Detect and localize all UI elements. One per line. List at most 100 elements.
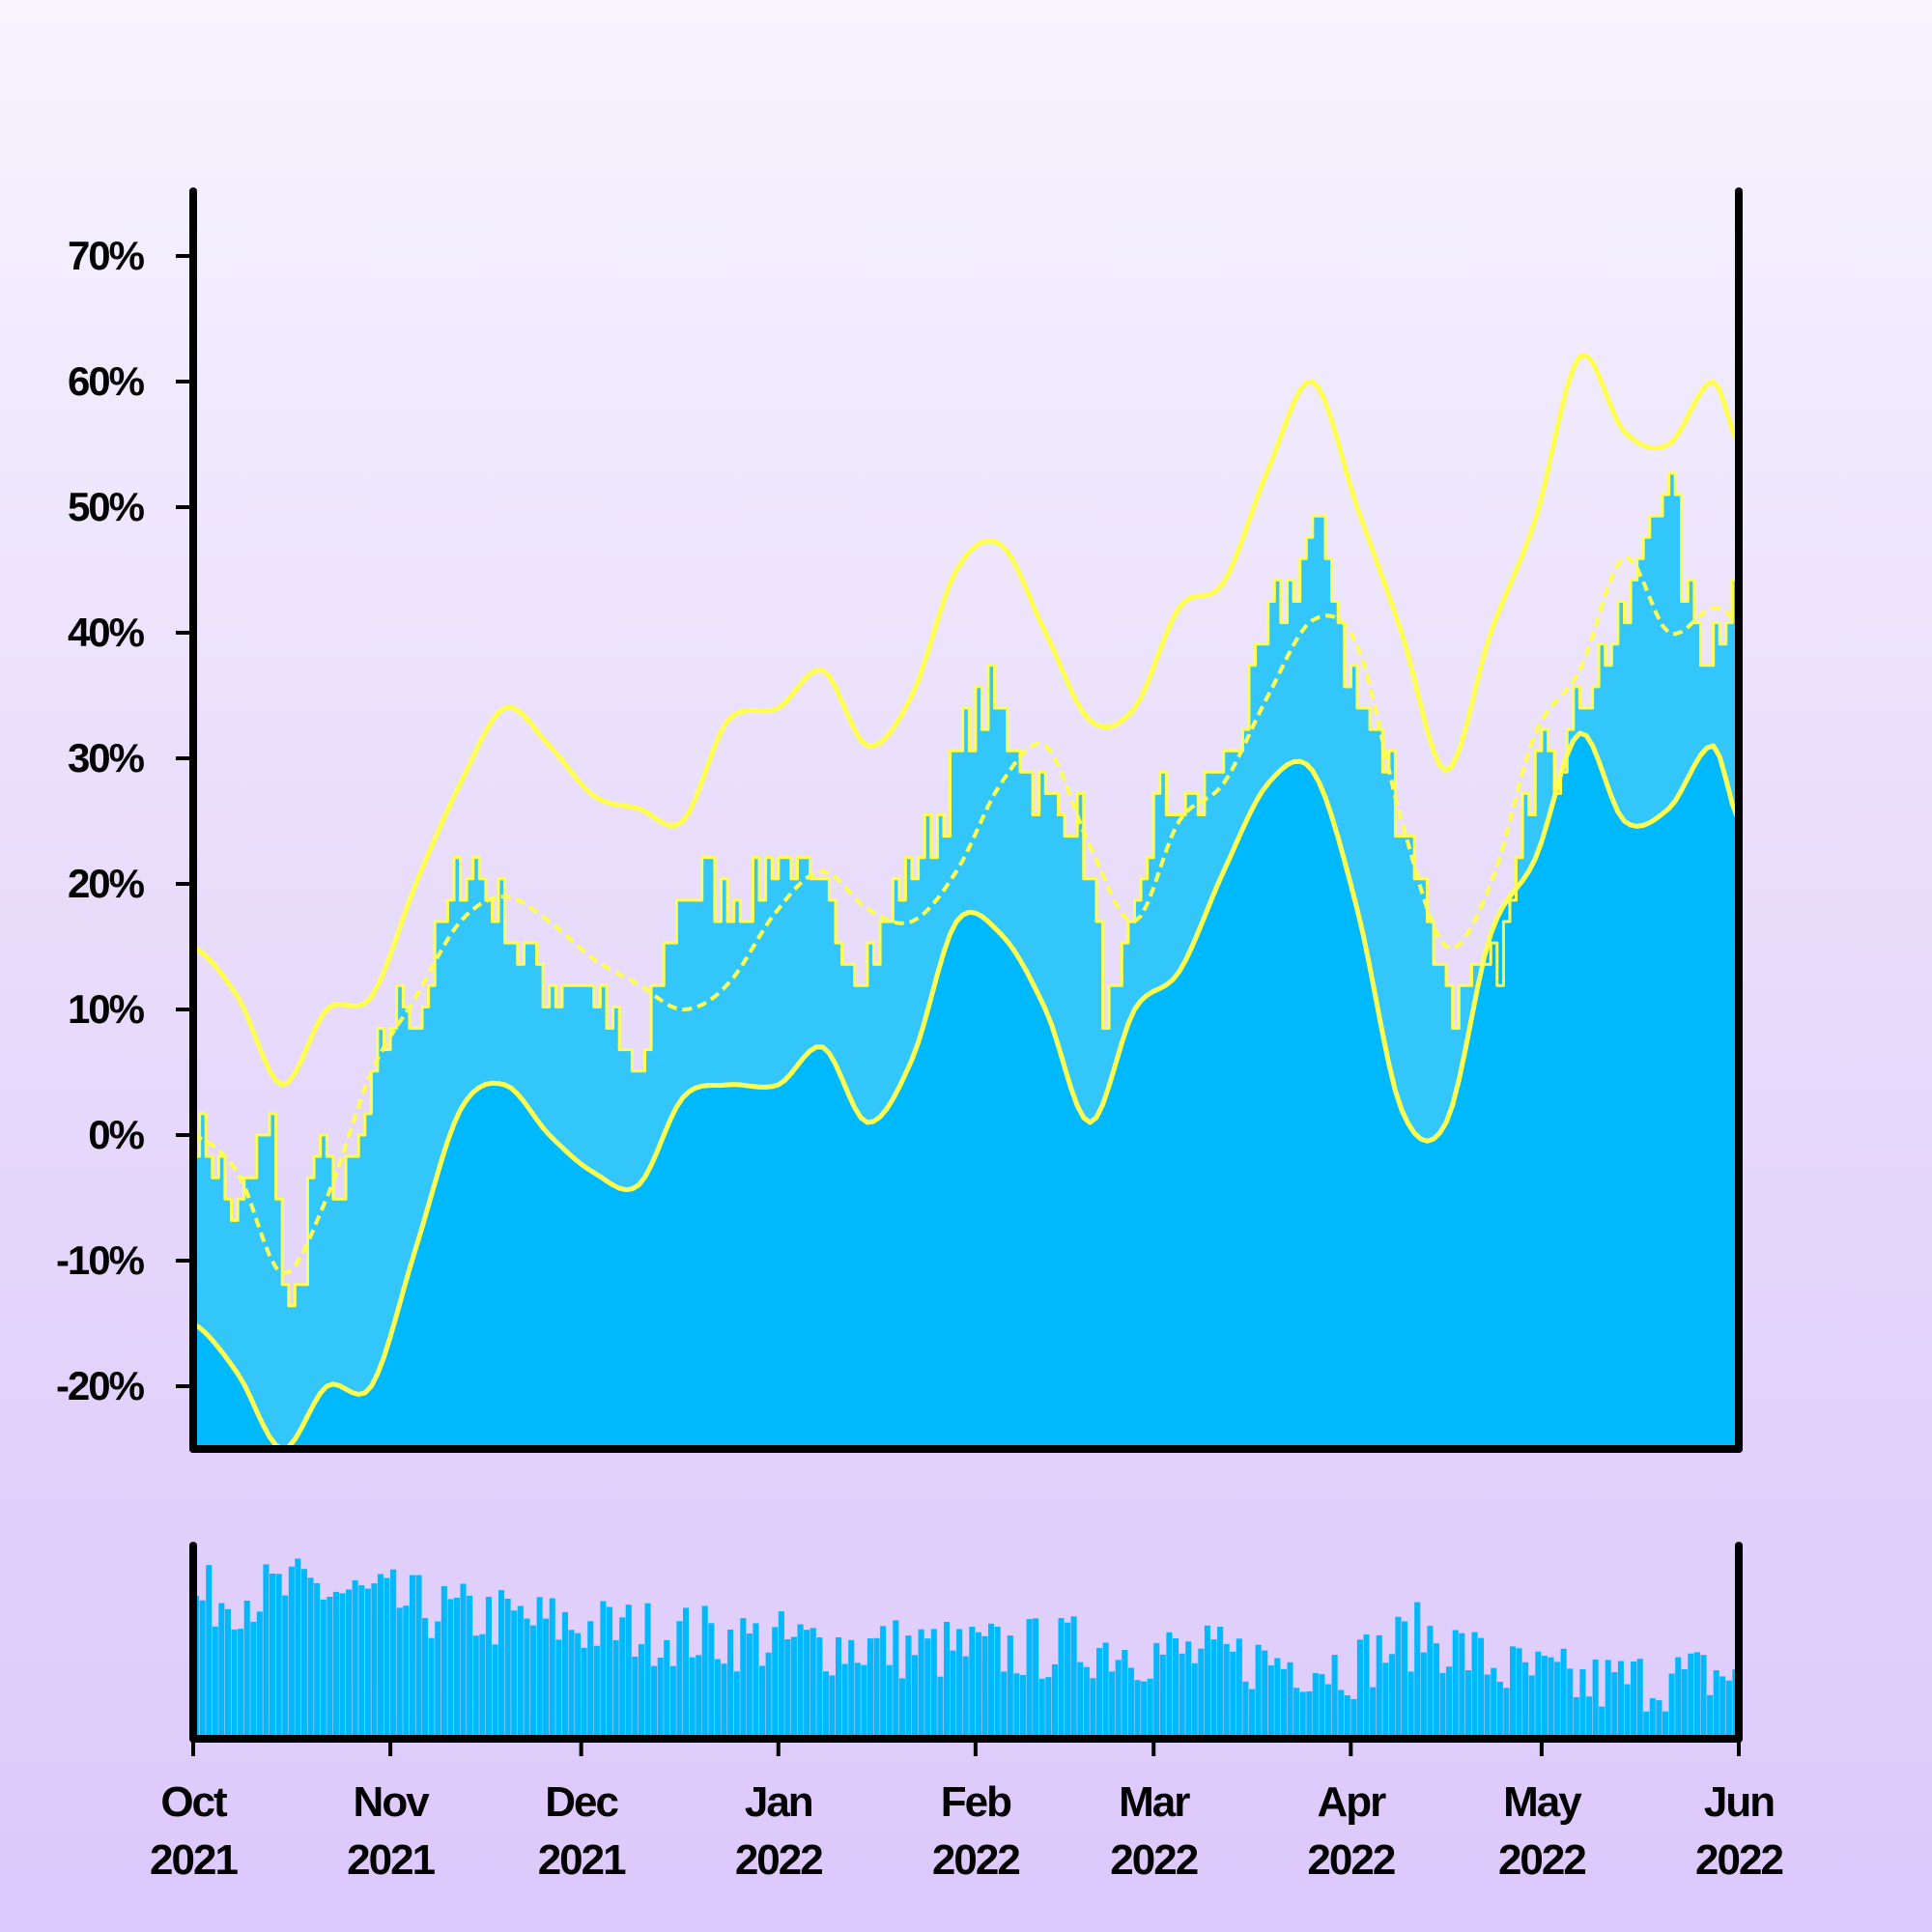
volume-bar [250,1621,257,1739]
volume-bar [504,1599,511,1739]
volume-bar [1370,1687,1377,1739]
volume-bar [657,1658,664,1739]
value-line [193,471,1739,1308]
volume-bar [415,1575,422,1739]
volume-bar [1407,1671,1414,1739]
volume-bar [944,1622,951,1739]
volume-bar [1363,1634,1370,1739]
volume-bar [1141,1681,1148,1739]
volume-bar [937,1676,944,1739]
volume-bar [1083,1666,1090,1739]
volume-bar [1579,1669,1586,1739]
volume-bar [1001,1671,1008,1739]
volume-bar [1548,1657,1554,1739]
volume-bar [288,1566,295,1739]
volume-bar [320,1599,327,1739]
x-tick-label-month: Mar [1119,1778,1190,1826]
volume-bar [479,1634,486,1739]
volume-bar [683,1607,690,1739]
volume-bar [676,1621,683,1739]
y-tick-label: -10% [56,1237,145,1283]
volume-bar [1356,1639,1363,1739]
volume-bar [300,1569,307,1739]
volume-bar [1166,1632,1173,1739]
volume-bar [746,1634,753,1739]
volume-bar [1102,1642,1109,1739]
volume-bar [1484,1674,1491,1739]
volume-bar [263,1564,270,1739]
volume-bar [295,1558,301,1739]
volume-bar [467,1595,473,1739]
volume-bar [1719,1676,1726,1739]
volume-bar [530,1625,537,1739]
volume-bar [854,1662,861,1739]
volume-bar [790,1636,797,1739]
volume-bar [1478,1637,1485,1739]
volume-bar [1535,1651,1542,1739]
volume-bar [930,1629,937,1739]
upper-band-line [193,353,1739,1088]
volume-bar [721,1663,727,1739]
y-tick-label: 40% [68,610,145,655]
volume-bar [1668,1673,1675,1739]
volume-bar [1293,1688,1300,1739]
volume-bar [1236,1638,1242,1739]
volume-bar [956,1629,963,1739]
volume-bar [975,1632,981,1739]
y-tick-label: 30% [68,735,145,781]
volume-bar [1446,1666,1453,1739]
volume-bar [587,1621,594,1739]
volume-bar [358,1585,365,1739]
x-tick-label-month: May [1503,1778,1582,1826]
volume-bar [1331,1655,1338,1739]
volume-bar [669,1665,676,1739]
volume-bar [575,1633,582,1739]
volume-bar [1402,1621,1408,1739]
volume-bar [454,1598,461,1739]
volume-bar [238,1629,244,1739]
volume-bar [1153,1642,1160,1739]
volume-bar [212,1626,218,1739]
x-tick-label-year: 2022 [1695,1836,1782,1884]
volume-bar [1217,1627,1224,1739]
volume-bar [981,1635,988,1739]
volume-bar [740,1618,747,1739]
volume-bar [1649,1698,1656,1739]
volume-bar [822,1671,829,1739]
volume-bar [1026,1619,1033,1739]
volume-bar [270,1574,276,1739]
volume-bar [1611,1672,1618,1739]
lines-layer [193,353,1739,1449]
volume-bar [1147,1678,1153,1739]
volume-bar [1503,1688,1510,1739]
volume-bar [829,1675,836,1739]
x-tick-label-year: 2022 [932,1836,1019,1884]
x-tick-label-month: Feb [941,1778,1011,1826]
x-tick-label-month: Apr [1317,1778,1386,1826]
volume-bar [912,1655,919,1739]
volume-bar [632,1657,639,1739]
volume-bar [651,1665,658,1739]
volume-bar [886,1664,893,1739]
volume-bar [810,1628,816,1739]
volume-bar [696,1655,702,1739]
volume-bar [498,1590,505,1739]
volume-bar [1586,1696,1593,1739]
volume-bar [867,1638,873,1739]
volume-bar [1338,1690,1345,1739]
volume-bar [841,1663,848,1739]
volume-bar [581,1647,587,1739]
volume-bar [1077,1662,1084,1739]
volume-bar [275,1574,282,1739]
volume-bar [816,1637,823,1739]
x-tick-label-year: 2021 [150,1836,238,1884]
volume-bar [1179,1653,1185,1739]
volume-bar [1725,1680,1732,1739]
volume-bar [1624,1684,1631,1739]
main-plot [193,353,1739,1449]
x-tick-label-year: 2021 [347,1836,435,1884]
volume-bar [759,1665,766,1739]
volume-bar [403,1605,410,1739]
volume-bar [1344,1695,1350,1739]
volume-bar [1020,1675,1027,1739]
